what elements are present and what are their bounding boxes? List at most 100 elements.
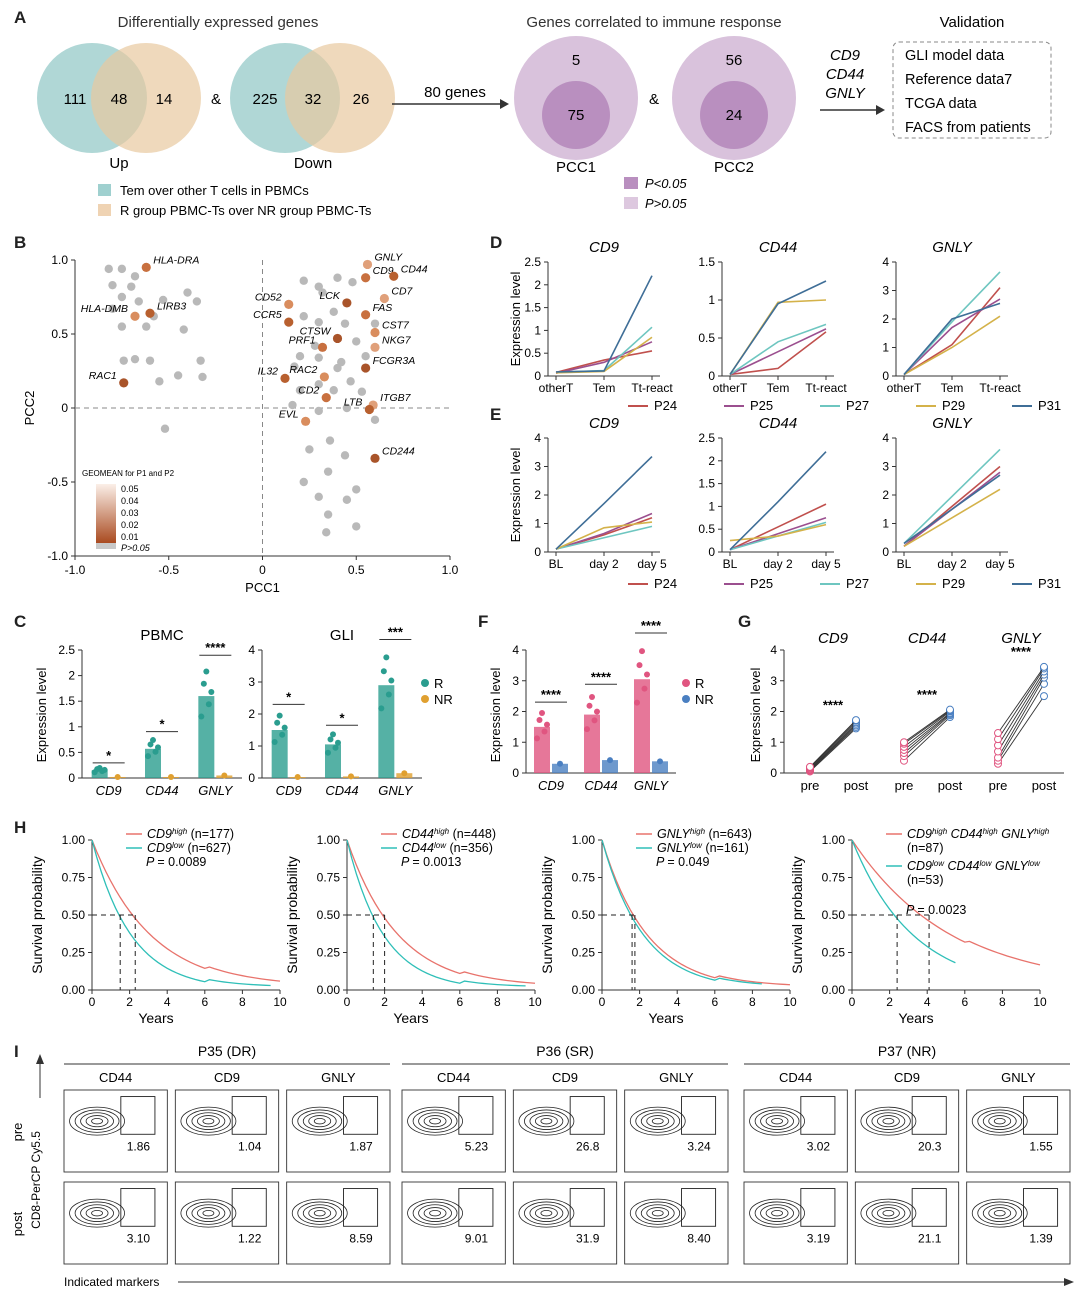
i-contour	[291, 1198, 348, 1228]
c-gli-dot-r	[378, 705, 385, 712]
h-xtick-label: 2	[886, 995, 893, 1009]
d-ytick-label: 4	[882, 255, 889, 269]
b-gene-label: CD44	[401, 263, 428, 275]
d-xtick-label: Tt-react	[631, 381, 673, 395]
i-gate-value: 9.01	[465, 1232, 489, 1246]
i-gate-value: 21.1	[918, 1232, 942, 1246]
i-gate	[800, 1188, 836, 1227]
i-gate	[458, 1188, 494, 1227]
i-gate	[911, 1096, 947, 1135]
h-xtick-label: 8	[494, 995, 501, 1009]
i-contour	[518, 1198, 575, 1228]
venn-up-right: 14	[156, 91, 173, 108]
c-gli-sig: *	[339, 710, 345, 725]
e-ytick-label: 4	[882, 431, 889, 445]
e-title: CD44	[759, 415, 797, 432]
d-xtick-label: Tem	[593, 381, 616, 395]
b-point	[288, 400, 297, 410]
e-series-line	[903, 488, 1001, 547]
i-contour	[191, 1204, 226, 1222]
i-group-label: P37 (NR)	[878, 1043, 936, 1059]
h-pvalue: P = 0.0089	[146, 855, 206, 869]
c-pbmc-dot-nr	[114, 773, 121, 780]
g-title: CD44	[908, 630, 946, 647]
validation-title: Validation	[940, 14, 1005, 31]
arrow-80-head	[500, 99, 509, 109]
f-xcat: CD9	[538, 778, 564, 793]
i-plot-frame	[966, 1089, 1071, 1173]
i-marker-label: CD44	[99, 1070, 132, 1085]
h-xtick-label: 8	[239, 995, 246, 1009]
b-point	[318, 288, 327, 297]
c-pbmc-dot-r	[145, 753, 151, 760]
b-ytick-label: 0	[61, 401, 68, 415]
f-dot-r	[586, 702, 593, 709]
i-gate-value: 20.3	[918, 1140, 942, 1154]
g-ytick-label: 2	[770, 705, 777, 719]
d-ytick-label: 0	[882, 369, 889, 383]
g-pair-line	[903, 713, 951, 754]
b-ylabel: PCC2	[22, 391, 37, 426]
f-dot-r	[589, 694, 595, 701]
f-dot-r	[594, 708, 600, 715]
h-pvalue: P = 0.049	[656, 855, 709, 869]
g-pair-line	[997, 677, 1045, 758]
i-plot-frame	[966, 1181, 1071, 1265]
legend-pns-swatch	[624, 197, 638, 209]
c-gli-dot-r	[335, 739, 341, 746]
f-bar-r	[534, 726, 550, 773]
e-series-line	[555, 512, 653, 550]
i-contour	[988, 1207, 1012, 1220]
i-contour	[423, 1207, 447, 1220]
h-legend-text: CD9high (n=177)	[147, 827, 234, 842]
b-point	[329, 386, 338, 395]
b-point	[108, 304, 117, 314]
d-series-line	[729, 280, 827, 375]
d-legend-label: P25	[750, 398, 773, 413]
g-sig: ****	[917, 687, 938, 702]
e-legend-label: P31	[1038, 576, 1061, 591]
b-point	[117, 322, 127, 331]
e-ytick-label: 2	[882, 488, 889, 502]
b-xtick-label: -1.0	[65, 563, 86, 577]
b-point	[323, 510, 333, 519]
f-dot-nr	[557, 760, 563, 767]
c-pbmc-title: PBMC	[140, 627, 184, 644]
f-ytick-label: 2	[512, 705, 519, 719]
c-pbmc-dot-r	[147, 741, 154, 748]
validation-item-3: TCGA data	[905, 96, 978, 112]
e-series-line	[555, 455, 653, 550]
b-labeled-point	[130, 311, 140, 321]
i-contour	[635, 1109, 681, 1133]
e-ytick-label: 1	[708, 499, 715, 513]
e-ytick-label: 2	[708, 454, 715, 468]
i-plot-frame	[512, 1089, 618, 1173]
b-point	[314, 353, 323, 362]
g-ylabel: Expression level	[748, 668, 763, 763]
i-gate-value: 3.19	[807, 1232, 831, 1246]
c-pbmc-xcat: GNLY	[198, 783, 234, 798]
c-gli-dot-nr	[294, 774, 301, 781]
e-series-line	[729, 523, 827, 542]
g-post-dot	[1040, 662, 1048, 671]
e-xtick-label: day 2	[589, 557, 619, 571]
venn-down-tan	[285, 43, 395, 153]
h-ytick-label: 1.00	[572, 833, 596, 847]
panel-letter-d: D	[490, 233, 503, 252]
i-contour	[308, 1207, 332, 1220]
d-series-line	[555, 336, 653, 374]
e-ytick-label: 2	[534, 488, 541, 502]
h-legend-text: CD9high CD44high GNLYhigh	[907, 827, 1050, 842]
i-plot-frame	[624, 1089, 729, 1173]
b-xtick-label: 0	[259, 563, 266, 577]
i-contour	[882, 1209, 895, 1217]
b-labeled-point	[119, 378, 129, 388]
d-series-line	[729, 328, 827, 376]
i-contour	[412, 1109, 458, 1133]
e-xtick-label: day 2	[763, 557, 793, 571]
i-contour	[535, 1115, 558, 1128]
f-legend-r-dot	[682, 679, 690, 687]
g-xcat-post: post	[938, 778, 963, 793]
g-title: CD9	[818, 630, 849, 647]
c-pbmc-dot-r	[150, 737, 156, 744]
